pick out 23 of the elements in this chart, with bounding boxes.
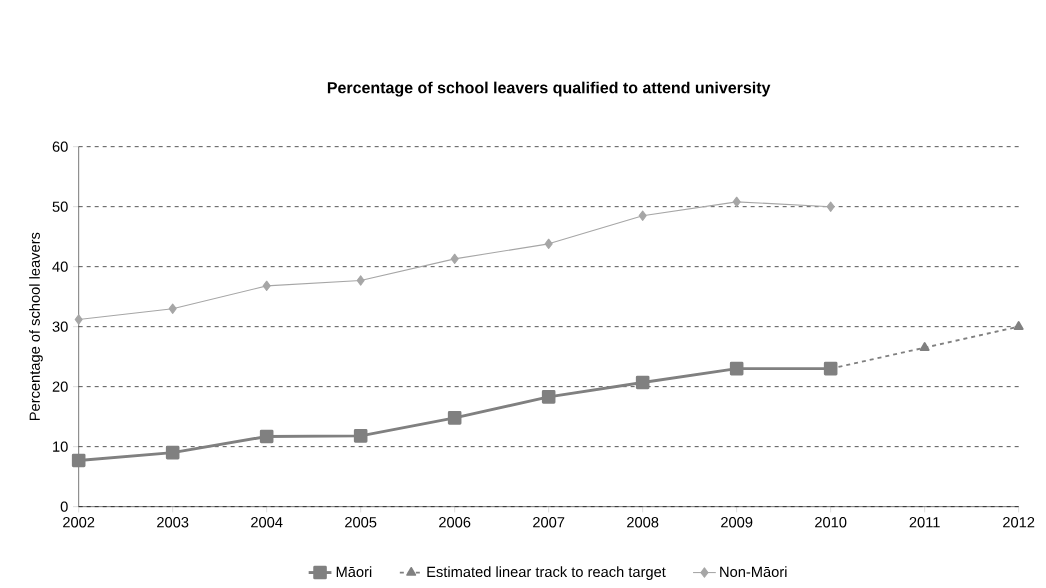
x-tick-label: 2010: [815, 517, 847, 528]
x-tick-label: 2007: [533, 517, 565, 528]
y-tick-label: 20: [52, 381, 68, 392]
y-tick-label: 30: [52, 321, 68, 332]
y-tick-label: 10: [53, 441, 68, 452]
legend-label: Estimated linear track to reach target: [427, 566, 666, 580]
x-tick-label: 2008: [627, 517, 659, 528]
x-tick-label: 2009: [721, 517, 753, 528]
x-tick-label: 2006: [439, 517, 471, 528]
x-tick-label: 2004: [251, 517, 283, 528]
y-tick-label: 60: [52, 141, 68, 152]
x-tick-label: 2011: [909, 517, 940, 528]
x-tick-label: 2012: [1003, 517, 1035, 528]
legend-label: Non-Māori: [720, 566, 787, 578]
y-tick-label: 0: [60, 501, 68, 512]
x-tick-label: 2005: [345, 517, 377, 528]
legend-label: Māori: [336, 566, 372, 578]
x-tick-label: 2002: [63, 517, 95, 528]
x-tick-label: 2003: [157, 517, 189, 528]
chart-title: Percentage of school leavers qualified to attend university: [327, 81, 771, 97]
y-axis-title: Percentage of school leavers: [29, 232, 43, 421]
y-tick-label: 40: [52, 261, 68, 272]
y-tick-label: 50: [52, 201, 68, 212]
